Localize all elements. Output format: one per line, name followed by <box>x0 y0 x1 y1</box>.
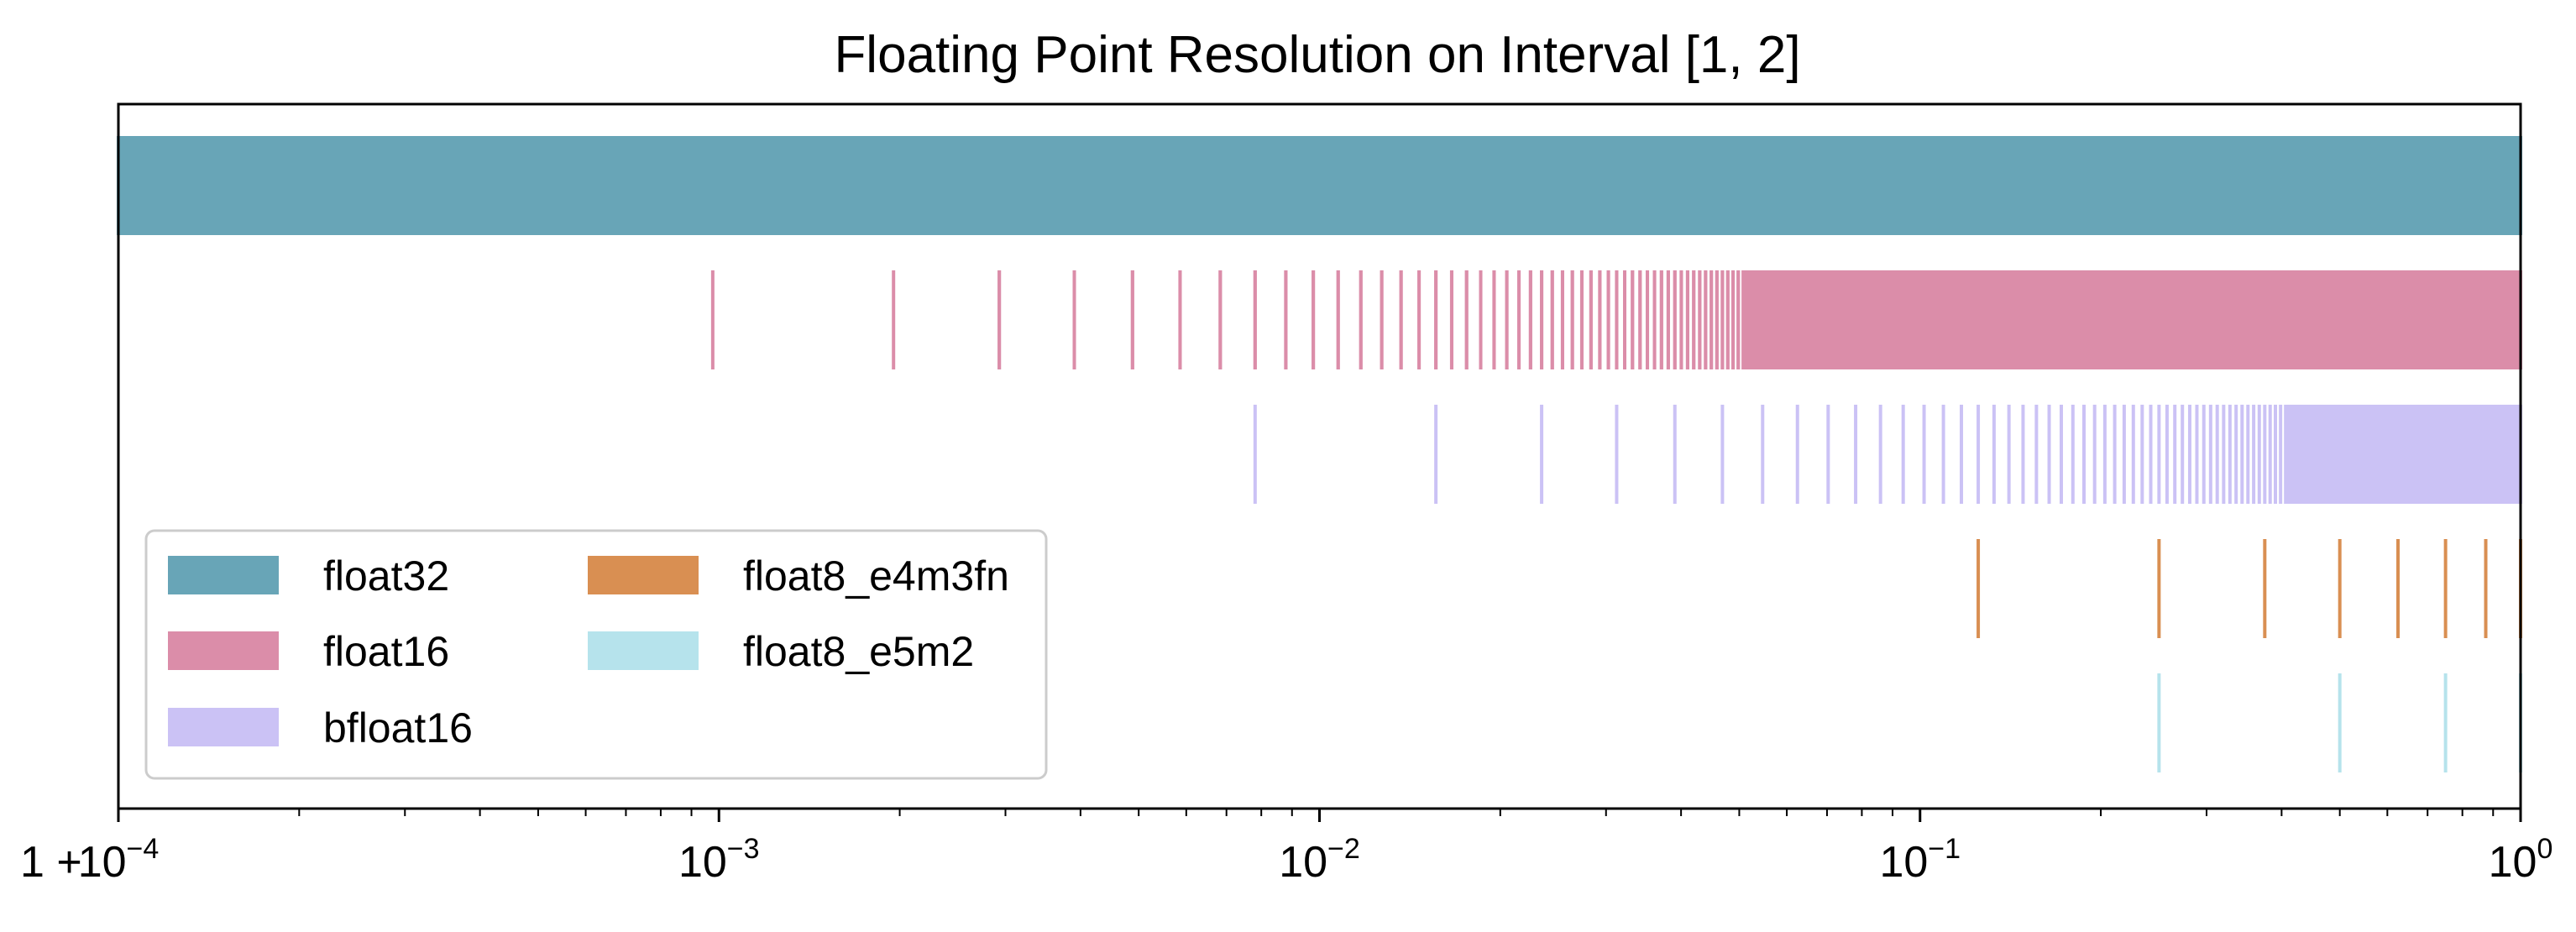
x-tick-label: 10−4 <box>78 833 160 887</box>
plot-marks <box>117 136 2522 772</box>
legend-label: float16 <box>323 628 449 675</box>
legend-label: bfloat16 <box>323 704 473 751</box>
series-bfloat16 <box>1253 405 2522 504</box>
legend-swatch <box>168 631 279 670</box>
legend-item-float16: float16 <box>168 628 449 675</box>
x-tick-label: 10−2 <box>1279 833 1360 887</box>
legend-label: float8_e5m2 <box>743 628 974 675</box>
legend-item-float8_e5m2: float8_e5m2 <box>588 628 974 675</box>
series-float32 <box>117 136 2522 235</box>
legend-swatch <box>168 556 279 594</box>
legend-swatch <box>588 556 699 594</box>
dense-region <box>1741 270 2522 369</box>
x-tick-label: 10−1 <box>1879 833 1961 887</box>
legend-item-float8_e4m3fn: float8_e4m3fn <box>588 552 1009 600</box>
legend: float32 float16 bfloat16 float8_e4m3fnfloat… <box>144 529 1048 780</box>
legend-label: float8_e4m3fn <box>743 552 1009 600</box>
legend-swatch <box>588 631 699 670</box>
x-axis: 10−4 10−3 10−2 10−1 100 <box>78 809 2553 887</box>
dense-region <box>2284 405 2522 504</box>
x-tick-label: 100 <box>2489 833 2553 887</box>
legend-item-bfloat16: bfloat16 <box>168 704 473 751</box>
legend-swatch <box>168 708 279 746</box>
series-float8_e4m3fn <box>1977 539 2522 638</box>
series-float8_e5m2 <box>2157 673 2522 772</box>
chart-title: Floating Point Resolution on Interval [1… <box>834 26 1800 84</box>
legend-label: float32 <box>323 552 449 600</box>
x-tick-label: 10−3 <box>678 833 760 887</box>
series-float16 <box>710 270 2522 369</box>
x-offset-label: 1 + <box>20 838 82 887</box>
legend-item-float32: float32 <box>168 552 449 600</box>
dense-region <box>117 136 2522 235</box>
